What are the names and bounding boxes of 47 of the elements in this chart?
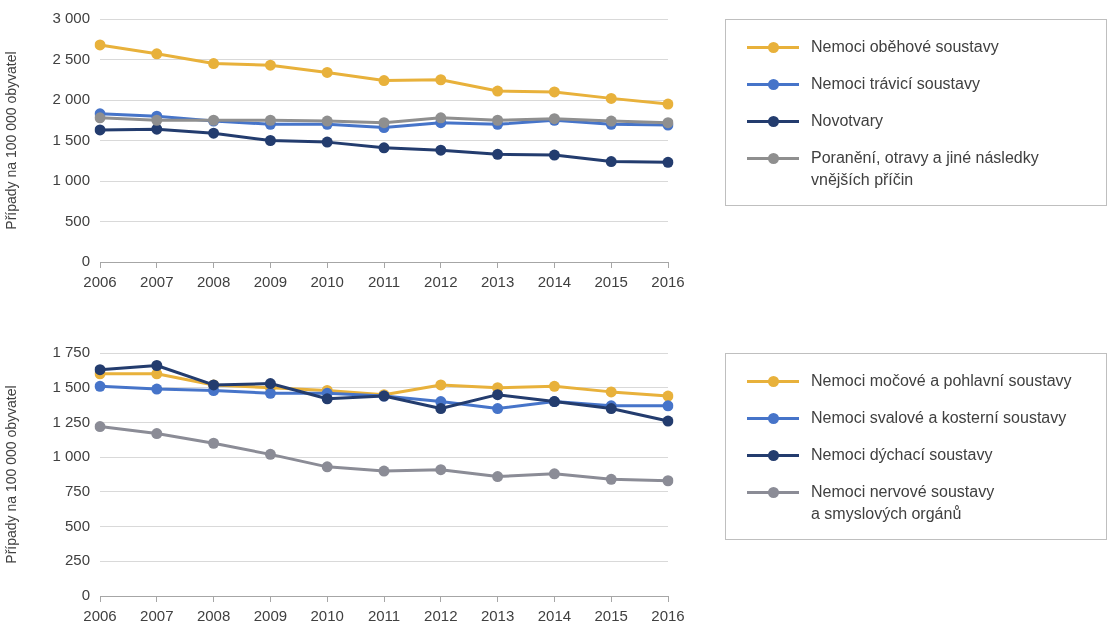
y-tick-label: 500 (64, 211, 90, 229)
y-tick-label: 3 000 (52, 9, 90, 27)
legend-label: Nemoci močové a pohlavní soustavy (811, 371, 1073, 391)
legend-label: Poranění, otravy a jiné následky vnějších příčin (811, 148, 1040, 190)
y-tick-label: 1 750 (52, 343, 90, 361)
y-tick-label: 2 000 (52, 90, 90, 108)
x-tick-label: 2009 (253, 607, 288, 625)
x-tick-label: 2008 (196, 273, 231, 291)
y-tick-label: 500 (64, 516, 90, 534)
legend-label: Nemoci svalové a kosterní soustavy (811, 408, 1068, 428)
x-tick-label: 2013 (480, 607, 515, 625)
y-tick-label: 750 (64, 482, 90, 499)
x-tick-label: 2010 (310, 607, 344, 625)
legend-label: Novotvary (811, 111, 885, 131)
y-tick-label: 2 500 (52, 49, 90, 67)
x-tick-label: 2014 (537, 273, 572, 291)
x-tick-label: 2010 (310, 273, 344, 291)
x-tick-label: 2016 (651, 273, 685, 291)
y-tick-label: 0 (81, 252, 90, 270)
y-tick-label: 1 250 (52, 412, 90, 430)
x-tick-label: 2012 (424, 607, 458, 625)
x-tick-label: 2016 (651, 607, 685, 625)
x-tick-label: 2007 (140, 273, 174, 291)
y-tick-label: 1 000 (52, 447, 90, 465)
x-tick-label: 2015 (594, 273, 628, 291)
x-tick-label: 2008 (196, 607, 231, 625)
y-axis-title: Případy na 100 000 obyvatel (3, 51, 20, 230)
y-tick-label: 0 (81, 586, 90, 604)
x-tick-label: 2006 (83, 273, 117, 291)
legend-label: Nemoci oběhové soustavy (811, 37, 1000, 57)
x-tick-label: 2015 (594, 607, 628, 625)
x-tick-label: 2012 (424, 273, 458, 291)
y-tick-label: 1 000 (52, 171, 90, 189)
legend-label: Nemoci dýchací soustavy (811, 445, 994, 465)
y-axis-title: Případy na 100 000 obyvatel (3, 385, 20, 564)
x-tick-label: 2014 (537, 607, 572, 625)
y-tick-label: 250 (64, 551, 90, 569)
x-tick-label: 2007 (140, 607, 174, 625)
x-tick-label: 2006 (83, 607, 117, 625)
x-tick-label: 2011 (367, 273, 401, 291)
x-tick-label: 2009 (253, 273, 288, 291)
y-tick-label: 1 500 (52, 377, 90, 395)
x-tick-label: 2013 (480, 273, 515, 291)
legend-label: Nemoci nervové soustavy a smyslových orgánů (811, 482, 996, 524)
y-tick-label: 1 500 (52, 130, 90, 148)
x-tick-label: 2011 (367, 607, 401, 625)
legend-label: Nemoci trávicí soustavy (811, 74, 981, 94)
